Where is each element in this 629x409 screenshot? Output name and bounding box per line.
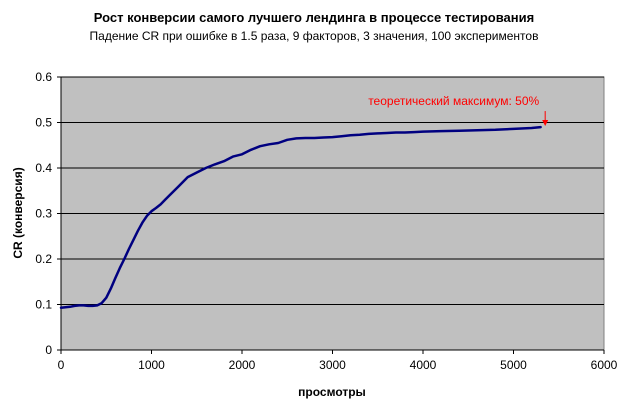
y-tick-label: 0.4 bbox=[35, 161, 52, 175]
y-tick-label: 0.1 bbox=[35, 298, 52, 312]
y-tick-label: 0.2 bbox=[35, 252, 52, 266]
y-tick-label: 0.6 bbox=[35, 70, 52, 84]
annotation-text: теоретический максимум: 50% bbox=[368, 94, 539, 108]
y-tick-label: 0 bbox=[45, 343, 52, 357]
y-axis-label: CR (конверсия) bbox=[11, 167, 25, 258]
x-tick-label: 0 bbox=[58, 358, 65, 372]
x-tick-label: 5000 bbox=[500, 358, 527, 372]
chart-subtitle: Падение CR при ошибке в 1.5 раза, 9 факт… bbox=[90, 29, 539, 43]
x-tick-label: 6000 bbox=[591, 358, 618, 372]
x-axis-label: просмотры bbox=[298, 385, 366, 399]
series-line bbox=[59, 125, 542, 309]
x-tick-label: 4000 bbox=[410, 358, 437, 372]
y-tick-label: 0.5 bbox=[35, 116, 52, 130]
y-tick-label: 0.3 bbox=[35, 207, 52, 221]
chart-title: Рост конверсии самого лучшего лендинга в… bbox=[94, 10, 534, 25]
x-tick-label: 1000 bbox=[138, 358, 165, 372]
grid bbox=[61, 76, 604, 305]
y-ticks: 0 0.1 0.2 0.3 0.4 0.5 0.6 bbox=[35, 70, 61, 357]
x-ticks: 0 1000 2000 3000 4000 5000 6000 bbox=[58, 350, 618, 372]
x-tick-label: 3000 bbox=[319, 358, 346, 372]
annotation-arrowhead bbox=[542, 120, 549, 127]
x-tick-label: 2000 bbox=[229, 358, 256, 372]
